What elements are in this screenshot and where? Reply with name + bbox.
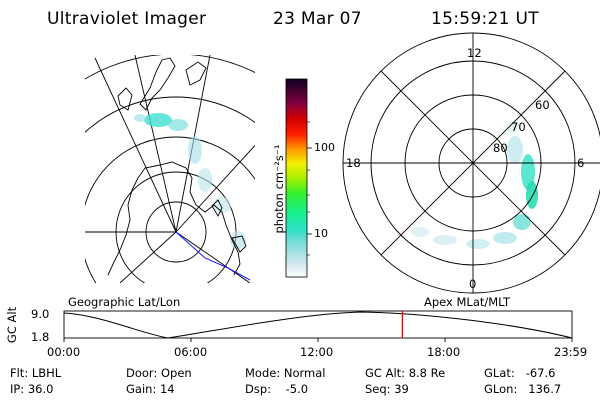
altitude-ytick-high: 9.0 (31, 307, 50, 321)
colorbar-unit-label: photon cm⁻²s⁻¹ (272, 144, 286, 234)
lat-label-60: 60 (535, 98, 550, 112)
mlt-label-right: 6 (577, 156, 585, 170)
lat-label-80: 80 (493, 141, 508, 155)
time-tick-1: 06:00 (174, 345, 208, 359)
time-tick-4: 23:59 (554, 345, 588, 359)
time-tick-3: 18:00 (427, 345, 461, 359)
aurora-emission-polar (411, 122, 538, 249)
polar-plot (342, 32, 600, 294)
info-dsp: Dsp: -5.0 (245, 382, 309, 396)
info-gc-alt: GC Alt: 8.8 Re (365, 366, 446, 380)
info-seq: Seq: 39 (365, 382, 409, 396)
altitude-ytick-low: 1.8 (31, 330, 50, 344)
info-glon: GLon: 136.7 (484, 382, 562, 396)
altitude-plot (63, 310, 573, 342)
mlt-label-bottom: 0 (469, 277, 477, 291)
colorbar-tick-10: 10 (314, 227, 328, 240)
info-ip: IP: 36.0 (10, 382, 54, 396)
coastlines (107, 57, 247, 276)
info-flt: Flt: LBHL (10, 366, 62, 380)
mlt-label-left: 18 (346, 156, 361, 170)
geographic-label: Geographic Lat/Lon (68, 295, 181, 309)
date-label: 23 Mar 07 (273, 9, 362, 29)
altitude-curve (63, 311, 573, 339)
time-label: 15:59:21 UT (431, 9, 539, 29)
lat-label-70: 70 (511, 120, 526, 134)
info-mode: Mode: Normal (245, 366, 326, 380)
altitude-ylabel: GC Alt (5, 306, 19, 344)
instrument-title: Ultraviolet Imager (47, 9, 207, 29)
colorbar-tick-100: 100 (314, 141, 335, 154)
mlt-label-top: 12 (467, 46, 482, 60)
footprint-trajectory (175, 231, 251, 281)
info-gain: Gain: 14 (126, 382, 175, 396)
info-glat: GLat: -67.6 (484, 366, 556, 380)
time-tick-2: 12:00 (300, 345, 334, 359)
colorbar (285, 78, 312, 278)
info-door: Door: Open (126, 366, 192, 380)
aurora-emission-geo (134, 113, 246, 249)
apex-label: Apex MLat/MLT (424, 295, 511, 309)
time-tick-0: 00:00 (47, 345, 81, 359)
geographic-map (85, 55, 255, 283)
